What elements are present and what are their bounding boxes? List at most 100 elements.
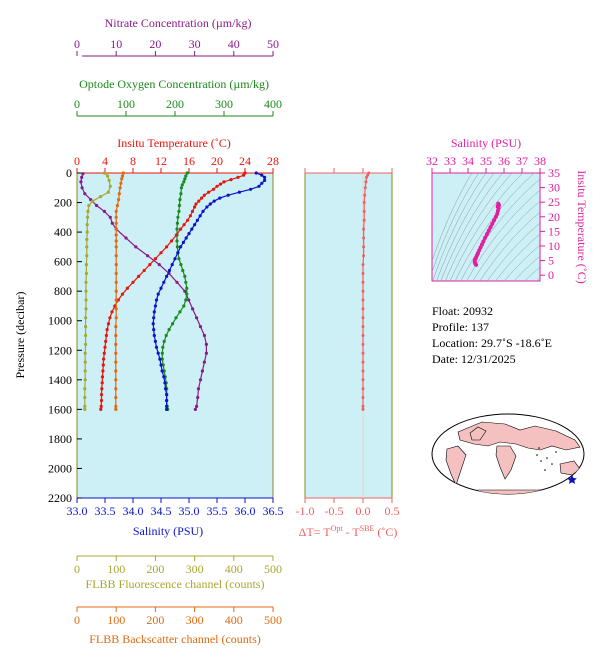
temperature-data-point — [100, 375, 105, 379]
temperature-data-point — [222, 180, 226, 184]
ts-data-point — [490, 221, 495, 226]
delta-t-data-point — [362, 227, 366, 231]
delta-t-data-point — [362, 209, 366, 213]
temperature-data-point — [165, 245, 169, 249]
delta-t-data-point — [361, 369, 365, 373]
backscatter-data-point — [114, 387, 118, 391]
temperature-data-point — [207, 190, 211, 194]
fluorescence-data-point — [86, 215, 90, 219]
backscatter-data-point — [114, 360, 118, 364]
temperature-data-point — [202, 193, 206, 197]
salinity-data-point — [167, 268, 171, 273]
backscatter-data-point — [114, 263, 118, 267]
nitrate-data-point — [196, 387, 201, 391]
delta-t-data-point — [362, 254, 366, 258]
backscatter-data-point — [114, 298, 118, 302]
temperature-data-point — [103, 345, 107, 349]
ts-salinity-tick-label: 32 — [426, 154, 438, 168]
oxygen-data-point — [179, 192, 183, 196]
backscatter-data-point — [117, 192, 121, 196]
temperature-data-point — [137, 274, 141, 278]
oxygen-axis-label: Optode Oxygen Concentration (µm/kg) — [79, 77, 269, 91]
fluorescence-data-point — [84, 271, 88, 276]
temperature-tick-label: 20 — [211, 154, 223, 168]
fluorescence-data-point — [87, 203, 91, 208]
temperature-data-point — [200, 196, 204, 200]
fluorescence-data-point — [83, 369, 87, 373]
temperature-data-point — [218, 182, 223, 186]
ts-data-point — [495, 211, 500, 216]
fluorescence-data-point — [85, 223, 89, 227]
temperature-data-point — [125, 286, 129, 290]
temperature-data-point — [100, 387, 104, 391]
delta-t-tick-label: -1.0 — [296, 504, 315, 518]
temperature-tick-label: 28 — [267, 154, 279, 168]
salinity-data-point — [237, 190, 241, 194]
float-location: Location: 29.7˚S -18.6˚E — [432, 336, 552, 350]
nitrate-tick-label: 50 — [267, 37, 279, 51]
salinity-data-point — [160, 369, 164, 373]
nitrate-axis-label: Nitrate Concentration (µm/kg) — [105, 16, 252, 30]
ts-density-contour — [513, 255, 540, 281]
delta-t-data-point — [362, 245, 366, 249]
delta-t-plot-area — [304, 172, 393, 499]
salinity-data-point — [249, 187, 253, 191]
backscatter-data-point — [114, 254, 118, 258]
salinity-data-point — [154, 298, 159, 302]
pressure-tick-label: 600 — [54, 255, 72, 269]
delta-t-data-point — [361, 263, 365, 267]
nitrate-data-point — [134, 245, 138, 249]
fluorescence-data-point — [84, 333, 88, 338]
temperature-data-point — [105, 328, 109, 332]
backscatter-data-point — [114, 351, 118, 355]
fluorescence-data-point — [83, 407, 87, 411]
salinity-data-point — [165, 398, 169, 403]
backscatter-data-point — [114, 342, 118, 346]
salinity-data-point — [263, 178, 267, 182]
ts-plot-area — [431, 172, 541, 282]
nitrate-data-point — [202, 360, 206, 364]
temperature-data-point — [99, 404, 103, 408]
ts-data-point — [486, 228, 491, 233]
salinity-data-point — [165, 407, 169, 411]
salinity-tick-label: 34.0 — [123, 504, 144, 518]
delta-t-data-point — [361, 289, 365, 293]
backscatter-data-point — [114, 289, 118, 293]
fluorescence-tick-label: 200 — [146, 562, 164, 576]
backscatter-data-point — [114, 395, 118, 400]
nitrate-data-point — [80, 175, 84, 179]
temperature-data-point — [131, 280, 135, 284]
temperature-tick-label: 16 — [183, 154, 195, 168]
ts-density-contour — [440, 173, 503, 281]
delta-t-data-point — [361, 272, 365, 275]
oxygen-data-point — [160, 351, 164, 355]
oxygen-data-point — [184, 298, 188, 302]
nitrate-data-point — [193, 407, 197, 411]
pressure-tick-label: 400 — [54, 225, 72, 239]
ts-temperature-label: Insitu Temperature (˚C) — [575, 170, 589, 284]
pressure-tick-label: 200 — [54, 196, 72, 210]
ts-data-point — [477, 248, 482, 253]
ts-density-contour — [432, 173, 473, 262]
salinity-data-point — [257, 184, 261, 188]
oxygen-data-point — [177, 209, 181, 213]
oxygen-data-point — [161, 345, 165, 349]
pressure-tick-label: 2200 — [48, 491, 72, 505]
delta-t-data-point — [361, 298, 365, 302]
backscatter-tick-label: 400 — [225, 613, 243, 627]
main-profile-plot: 0 200 400 600 800 1000 1200 1400 1600 1800 2000 220… — [13, 166, 274, 505]
oxygen-data-point — [181, 268, 185, 273]
temperature-data-point — [101, 369, 105, 373]
delta-t-data-point — [361, 404, 365, 408]
delta-t-data-point — [361, 307, 365, 311]
nitrate-data-point — [204, 351, 208, 355]
nitrate-data-point — [157, 263, 161, 267]
delta-t-data-point — [367, 171, 371, 175]
nitrate-data-point — [102, 209, 106, 213]
temperature-data-point — [104, 339, 108, 343]
backscatter-data-point — [114, 404, 118, 408]
oxygen-data-point — [182, 180, 186, 184]
temperature-data-point — [142, 268, 146, 273]
nitrate-data-point — [79, 180, 83, 184]
ts-diagram: Salinity (PSU) 32 33 34 35 36 37 38 0510152025… — [426, 136, 589, 284]
